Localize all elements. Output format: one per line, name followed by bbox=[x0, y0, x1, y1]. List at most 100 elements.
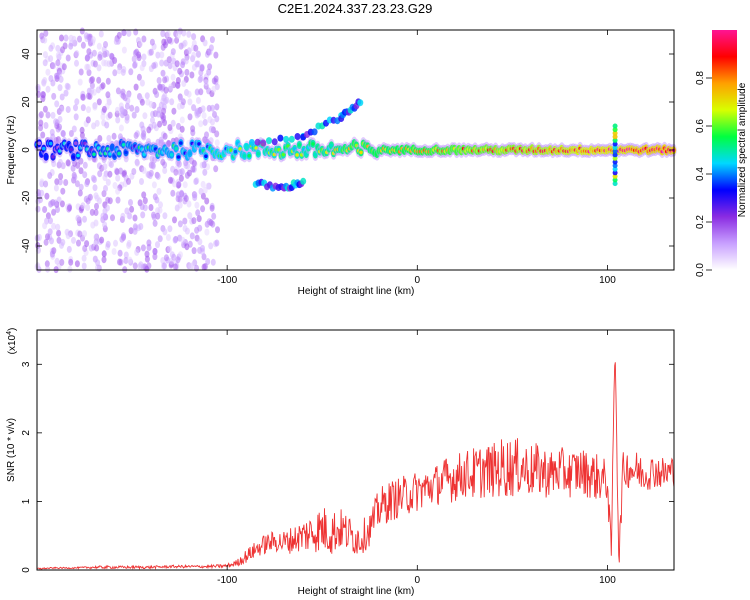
spectrogram-noise-dot bbox=[196, 215, 202, 223]
spectrogram-noise-dot bbox=[152, 248, 158, 255]
spectrogram-noise-dot bbox=[96, 64, 102, 72]
spectrogram-noise-dot bbox=[59, 93, 65, 101]
spectrogram-noise-dot bbox=[63, 179, 69, 186]
spectrogram-core bbox=[256, 151, 261, 156]
spectrogram-noise-dot bbox=[48, 44, 54, 52]
spectrogram-noise-dot bbox=[77, 35, 82, 43]
spectrogram-noise-dot bbox=[86, 69, 92, 77]
spectrogram-noise-dot bbox=[198, 69, 204, 76]
y-tick-label: -20 bbox=[21, 190, 32, 205]
spectrogram-noise-dot bbox=[54, 100, 60, 108]
snr-series-line bbox=[36, 362, 675, 570]
spectrogram-noise-dot bbox=[206, 104, 212, 112]
snr-y-label: SNR (10 * v/v) bbox=[6, 418, 17, 482]
spectrogram-noise-dot bbox=[118, 167, 124, 175]
spectrogram-noise-dot bbox=[116, 67, 122, 75]
spectrogram-core bbox=[37, 141, 42, 145]
spectrogram-noise-dot bbox=[211, 77, 217, 85]
spectrogram-noise-dot bbox=[183, 57, 189, 65]
spectrogram-noise-dot bbox=[68, 34, 74, 42]
spectrogram-noise-dot bbox=[134, 248, 140, 256]
spectrogram-spike-dot bbox=[612, 163, 618, 169]
spectrogram-noise-dot bbox=[151, 181, 157, 189]
spectrogram-noise-dot bbox=[102, 163, 108, 171]
spectrogram-core bbox=[311, 142, 315, 146]
spectrogram-noise-dot bbox=[167, 62, 173, 70]
spectrogram-noise-dot bbox=[105, 178, 111, 186]
x-tick-label: -100 bbox=[217, 575, 237, 586]
spectrogram-core bbox=[124, 150, 128, 155]
spectrogram-noise-dot bbox=[191, 217, 197, 225]
spectrogram-noise-dot bbox=[57, 158, 63, 166]
spectrogram-noise-dot bbox=[107, 197, 113, 205]
spectrogram-spike-dot bbox=[612, 170, 618, 176]
spectrogram-noise-dot bbox=[40, 95, 46, 103]
spectrogram-core bbox=[110, 145, 115, 150]
snr-multiplier-base: (x104) bbox=[6, 328, 18, 355]
snr-panel: -100 0 100 0 1 2 3 Height of straight line (k… bbox=[6, 328, 675, 597]
spectrogram-noise-dot bbox=[139, 98, 145, 106]
spectrogram-noise-dot bbox=[195, 107, 201, 115]
snr-y-ticks: 0 1 2 3 bbox=[21, 361, 674, 573]
spectrogram-noise-dot bbox=[198, 88, 204, 96]
spectrogram-noise-dot bbox=[205, 258, 211, 265]
spectrogram-noise-dot bbox=[39, 178, 45, 186]
spectrogram-noise-dot bbox=[104, 204, 110, 212]
spectrogram-noise-dot bbox=[59, 258, 65, 266]
spectrogram-noise-dot bbox=[87, 193, 93, 201]
snr-multiplier-exponent: 4 bbox=[6, 331, 13, 335]
spectrogram-branch-dot bbox=[311, 128, 318, 136]
spectrogram-noise-dot bbox=[132, 61, 138, 69]
spectrogram-noise-dot bbox=[82, 215, 87, 223]
spectrogram-noise-dot bbox=[80, 41, 86, 49]
spectrogram-noise-dot bbox=[138, 223, 144, 230]
snr-frame bbox=[36, 329, 675, 571]
spectrogram-noise-dot bbox=[111, 132, 117, 140]
spectrogram-branch-dot bbox=[288, 135, 295, 143]
spectrogram-noise-dot bbox=[214, 115, 220, 123]
spectrogram-noise-dot bbox=[206, 68, 212, 76]
spectrogram-noise-dot bbox=[47, 172, 53, 179]
spectrogram-noise-dot bbox=[75, 214, 81, 222]
spectrogram-noise-dot bbox=[208, 242, 214, 250]
spectrogram-noise-dot bbox=[204, 220, 210, 228]
spectrogram-noise-dot bbox=[160, 30, 166, 38]
spectrogram-noise-dot bbox=[210, 118, 215, 126]
spectrogram-noise-dot bbox=[123, 251, 129, 259]
spectrogram-noise-dot bbox=[126, 240, 132, 247]
spectrogram-noise-dot bbox=[146, 126, 152, 134]
spectrogram-noise-dot bbox=[141, 35, 147, 43]
spectrogram-noise-dot bbox=[178, 42, 184, 50]
spectrogram-core bbox=[121, 143, 126, 147]
spectrogram-noise-dot bbox=[162, 167, 168, 174]
spectrogram-core bbox=[69, 147, 73, 152]
spectrogram-noise-dot bbox=[182, 39, 188, 47]
spectrogram-noise-dot bbox=[98, 30, 104, 38]
spectrogram-noise-dot bbox=[106, 134, 112, 142]
spectrogram-noise-dot bbox=[72, 173, 78, 181]
spectrogram-noise-dot bbox=[66, 245, 72, 253]
spectrogram-noise-dot bbox=[99, 236, 105, 244]
spectrogram-noise-dot bbox=[146, 239, 152, 247]
spectrogram-noise-dot bbox=[81, 254, 87, 262]
spectrogram-noise-dot bbox=[173, 168, 179, 176]
spectrogram-noise-dot bbox=[48, 217, 53, 225]
spectrogram-noise-dot bbox=[158, 101, 164, 109]
colorbar: 0.0 0.2 0.4 0.6 0.8 Normalized spectral ampl… bbox=[695, 30, 748, 277]
y-tick-label: 0 bbox=[21, 567, 32, 573]
spectrogram-noise-dot bbox=[115, 187, 121, 195]
spectrogram-branch-dot bbox=[277, 134, 284, 142]
spectrogram-noise-dot bbox=[117, 249, 123, 257]
spectrogram-noise-dot bbox=[141, 166, 147, 174]
spectrogram-branch-dot bbox=[294, 133, 301, 140]
spectrogram-noise-dot bbox=[71, 125, 77, 133]
spectrogram-noise-dot bbox=[74, 59, 79, 67]
spectrogram-noise-dot bbox=[171, 107, 177, 115]
spectrogram-spike-dot bbox=[612, 159, 618, 165]
spectrogram-noise-dot bbox=[65, 54, 71, 62]
spectrogram-noise-dot bbox=[184, 171, 190, 179]
x-tick-label: 0 bbox=[415, 275, 421, 286]
spectrogram-noise-dot bbox=[156, 77, 162, 84]
spectrogram-noise-dot bbox=[160, 158, 166, 166]
spectrogram-noise-dot bbox=[128, 227, 134, 235]
